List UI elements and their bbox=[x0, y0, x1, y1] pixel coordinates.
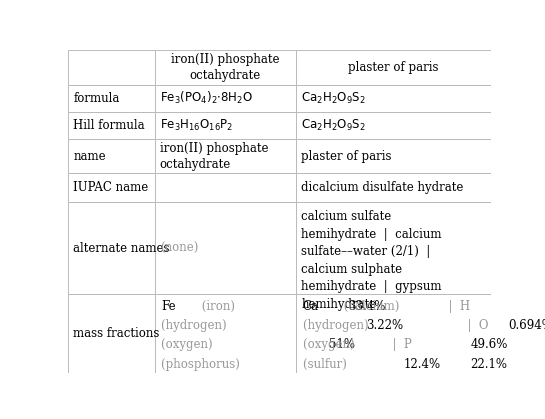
Text: (oxygen): (oxygen) bbox=[302, 338, 358, 351]
Text: $\mathrm{Ca}_{2}\mathrm{H}_{2}\mathrm{O}_{9}\mathrm{S}_{2}\mathrm{}$: $\mathrm{Ca}_{2}\mathrm{H}_{2}\mathrm{O}… bbox=[301, 118, 366, 133]
Text: 3.22%: 3.22% bbox=[366, 319, 403, 332]
Bar bbox=[155, 50, 296, 85]
Text: $\mathrm{Fe}_{3}\mathrm{(PO}_{4}\mathrm{)}_{2}\mathrm{\cdot 8H}_{2}\mathrm{O}$: $\mathrm{Fe}_{3}\mathrm{(PO}_{4}\mathrm{… bbox=[160, 90, 253, 106]
Bar bbox=[68, 50, 155, 85]
Text: (iron): (iron) bbox=[198, 300, 239, 313]
Text: (hydrogen): (hydrogen) bbox=[302, 319, 372, 332]
Text: $\mathrm{Fe}_{3}\mathrm{H}_{16}\mathrm{O}_{16}\mathrm{P}_{2}\mathrm{}$: $\mathrm{Fe}_{3}\mathrm{H}_{16}\mathrm{O… bbox=[160, 118, 233, 133]
Text: 0.694%: 0.694% bbox=[508, 319, 545, 332]
Text: (phosphorus): (phosphorus) bbox=[161, 357, 244, 370]
Bar bbox=[155, 294, 296, 373]
Bar bbox=[155, 112, 296, 139]
Bar bbox=[68, 139, 155, 173]
Text: IUPAC name: IUPAC name bbox=[73, 181, 148, 194]
Text: 33.4%: 33.4% bbox=[348, 300, 385, 313]
Text: iron(II) phosphate
octahydrate: iron(II) phosphate octahydrate bbox=[171, 53, 280, 82]
Text: Ca: Ca bbox=[302, 300, 318, 313]
Text: |  H: | H bbox=[441, 300, 470, 313]
Text: |  P: | P bbox=[385, 338, 412, 351]
Text: |  O: | O bbox=[460, 319, 488, 332]
Bar bbox=[155, 139, 296, 173]
Text: (oxygen): (oxygen) bbox=[161, 338, 216, 351]
Bar bbox=[155, 85, 296, 112]
Text: 49.6%: 49.6% bbox=[470, 338, 508, 351]
Text: name: name bbox=[73, 150, 106, 163]
Text: iron(II) phosphate
octahydrate: iron(II) phosphate octahydrate bbox=[160, 142, 268, 171]
Bar bbox=[68, 85, 155, 112]
Text: 51%: 51% bbox=[329, 338, 355, 351]
Bar bbox=[296, 85, 490, 112]
Text: plaster of paris: plaster of paris bbox=[348, 61, 439, 74]
Text: (hydrogen): (hydrogen) bbox=[161, 319, 231, 332]
Bar bbox=[296, 139, 490, 173]
Bar bbox=[68, 294, 155, 373]
Text: dicalcium disulfate hydrate: dicalcium disulfate hydrate bbox=[301, 181, 464, 194]
Text: (calcium): (calcium) bbox=[340, 300, 403, 313]
Text: 22.1%: 22.1% bbox=[470, 357, 507, 370]
Text: plaster of paris: plaster of paris bbox=[301, 150, 392, 163]
Bar bbox=[296, 112, 490, 139]
Bar bbox=[155, 202, 296, 294]
Bar bbox=[296, 202, 490, 294]
Text: (sulfur): (sulfur) bbox=[302, 357, 350, 370]
Text: alternate names: alternate names bbox=[73, 242, 169, 255]
Bar bbox=[296, 294, 490, 373]
Text: formula: formula bbox=[73, 92, 119, 105]
Text: $\mathrm{Ca}_{2}\mathrm{H}_{2}\mathrm{O}_{9}\mathrm{S}_{2}\mathrm{}$: $\mathrm{Ca}_{2}\mathrm{H}_{2}\mathrm{O}… bbox=[301, 91, 366, 106]
Bar bbox=[68, 173, 155, 202]
Bar bbox=[296, 173, 490, 202]
Text: calcium sulfate
hemihydrate  |  calcium
sulfate––water (2/1)  |
calcium sulphate: calcium sulfate hemihydrate | calcium su… bbox=[301, 210, 442, 311]
Text: (none): (none) bbox=[160, 242, 198, 255]
Bar bbox=[155, 173, 296, 202]
Text: Hill formula: Hill formula bbox=[73, 119, 145, 132]
Bar bbox=[68, 112, 155, 139]
Text: Fe: Fe bbox=[161, 300, 175, 313]
Bar bbox=[68, 202, 155, 294]
Text: mass fractions: mass fractions bbox=[73, 327, 160, 340]
Text: 12.4%: 12.4% bbox=[404, 357, 441, 370]
Bar bbox=[296, 50, 490, 85]
